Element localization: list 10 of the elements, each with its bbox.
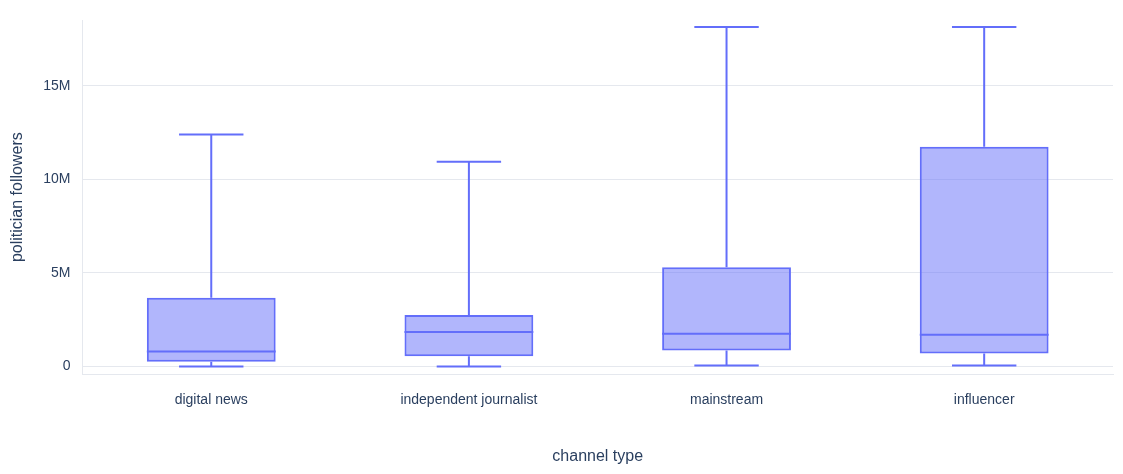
y-tick-label: 5M <box>50 263 71 280</box>
x-tick-label: influencer <box>953 391 1015 408</box>
y-axis-title: politician followers <box>8 132 26 263</box>
y-tick-label: 15M <box>43 76 71 93</box>
x-tick-label: digital news <box>174 391 248 408</box>
x-axis-title: channel type <box>552 446 644 464</box>
y-tick-label: 10M <box>43 170 71 187</box>
x-tick-label: mainstream <box>689 391 764 408</box>
y-tick-label: 0 <box>62 357 71 374</box>
x-tick-label: independent journalist <box>400 391 538 408</box>
